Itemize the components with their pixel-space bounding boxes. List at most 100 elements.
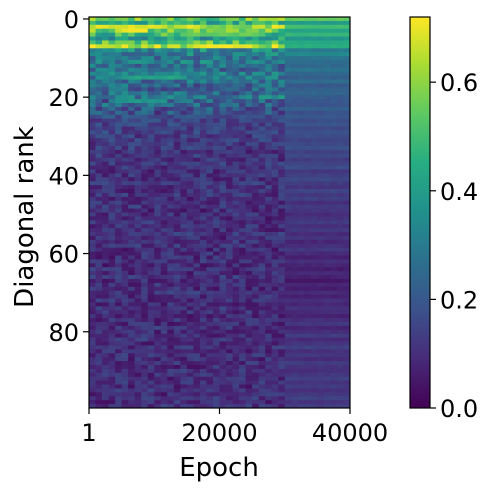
heatmap-cell — [219, 396, 227, 401]
heatmap-cell — [317, 60, 325, 65]
heatmap-cell — [173, 126, 181, 131]
heatmap-cell — [239, 349, 247, 354]
heatmap-cell — [186, 361, 194, 366]
heatmap-cell — [160, 83, 168, 88]
heatmap-cell — [102, 333, 109, 339]
heatmap-cell — [310, 396, 318, 401]
heatmap-cell — [252, 396, 260, 401]
heatmap-cell — [284, 153, 292, 159]
heatmap-cell — [167, 333, 175, 339]
heatmap-cell — [330, 364, 338, 370]
heatmap-cell — [232, 63, 240, 69]
heatmap-cell — [147, 247, 155, 252]
heatmap-cell — [278, 282, 286, 288]
heatmap-cell — [108, 286, 116, 292]
heatmap-cell — [284, 325, 292, 331]
heatmap-cell — [278, 364, 286, 370]
heatmap-cell — [317, 333, 325, 339]
heatmap-cell — [193, 60, 201, 65]
heatmap-cell — [89, 278, 96, 284]
heatmap-cell — [173, 364, 181, 370]
heatmap-cell — [310, 161, 318, 166]
heatmap-cell — [121, 99, 129, 104]
heatmap-cell — [141, 161, 149, 166]
heatmap-cell — [343, 302, 351, 307]
heatmap-cell — [330, 341, 338, 346]
heatmap-cell — [167, 247, 175, 252]
heatmap-cell — [232, 200, 240, 206]
heatmap-cell — [245, 220, 253, 225]
heatmap-cell — [284, 208, 292, 213]
heatmap-cell — [134, 361, 142, 366]
heatmap-cell — [284, 142, 292, 147]
heatmap-cell — [89, 157, 96, 163]
heatmap-cell — [226, 146, 233, 151]
heatmap-cell — [154, 153, 162, 159]
heatmap-cell — [297, 357, 305, 362]
heatmap-cell — [278, 28, 286, 34]
heatmap-cell — [271, 251, 279, 256]
heatmap-cell — [173, 321, 181, 327]
heatmap-cell — [252, 337, 260, 342]
heatmap-cell — [278, 259, 286, 264]
heatmap-cell — [193, 294, 201, 299]
heatmap-cell — [147, 325, 155, 331]
heatmap-cell — [239, 126, 247, 131]
heatmap-cell — [219, 28, 227, 34]
heatmap-cell — [95, 138, 103, 143]
heatmap-cell — [141, 353, 149, 358]
heatmap-cell — [278, 239, 286, 245]
heatmap-cell — [115, 290, 123, 296]
heatmap-cell — [343, 239, 351, 245]
heatmap-cell — [317, 122, 325, 127]
heatmap-cell — [89, 368, 96, 374]
heatmap-cell — [310, 114, 318, 120]
heatmap-cell — [128, 36, 136, 41]
heatmap-cell — [291, 364, 299, 370]
heatmap-cell — [258, 40, 266, 45]
heatmap-cell — [336, 165, 344, 170]
heatmap-cell — [121, 396, 129, 401]
heatmap-cell — [226, 118, 233, 123]
heatmap-cell — [141, 91, 149, 96]
heatmap-cell — [173, 149, 181, 155]
heatmap-cell — [219, 247, 227, 252]
heatmap-cell — [134, 189, 142, 194]
heatmap-cell — [284, 177, 292, 182]
heatmap-cell — [291, 235, 299, 241]
heatmap-cell — [206, 216, 214, 221]
heatmap-cell — [336, 333, 344, 339]
heatmap-cell — [226, 40, 233, 45]
heatmap-cell — [180, 40, 188, 45]
heatmap-cell — [199, 364, 207, 370]
heatmap-cell — [160, 278, 168, 284]
heatmap-cell — [115, 60, 123, 65]
heatmap-cell — [206, 28, 214, 34]
heatmap-cell — [343, 255, 351, 260]
heatmap-cell — [239, 372, 247, 378]
heatmap-cell — [160, 376, 168, 382]
heatmap-cell — [239, 181, 247, 186]
heatmap-cell — [304, 290, 312, 296]
heatmap-cell — [173, 67, 181, 73]
heatmap-cell — [206, 63, 214, 69]
heatmap-cell — [160, 28, 168, 34]
heatmap-cell — [336, 20, 344, 26]
heatmap-cell — [239, 282, 247, 288]
heatmap-cell — [134, 220, 142, 225]
heatmap-cell — [141, 67, 149, 73]
heatmap-cell — [115, 146, 123, 151]
heatmap-cell — [173, 267, 181, 272]
heatmap-cell — [186, 71, 194, 77]
heatmap-cell — [284, 48, 292, 53]
heatmap-cell — [219, 196, 227, 202]
heatmap-cell — [330, 40, 338, 45]
heatmap-cell — [180, 384, 188, 389]
heatmap-cell — [180, 247, 188, 252]
heatmap-cell — [271, 146, 279, 151]
heatmap-cell — [239, 306, 247, 311]
heatmap-cell — [252, 247, 260, 252]
heatmap-cell — [95, 32, 103, 37]
heatmap-cell — [173, 341, 181, 346]
heatmap-cell — [265, 169, 273, 174]
